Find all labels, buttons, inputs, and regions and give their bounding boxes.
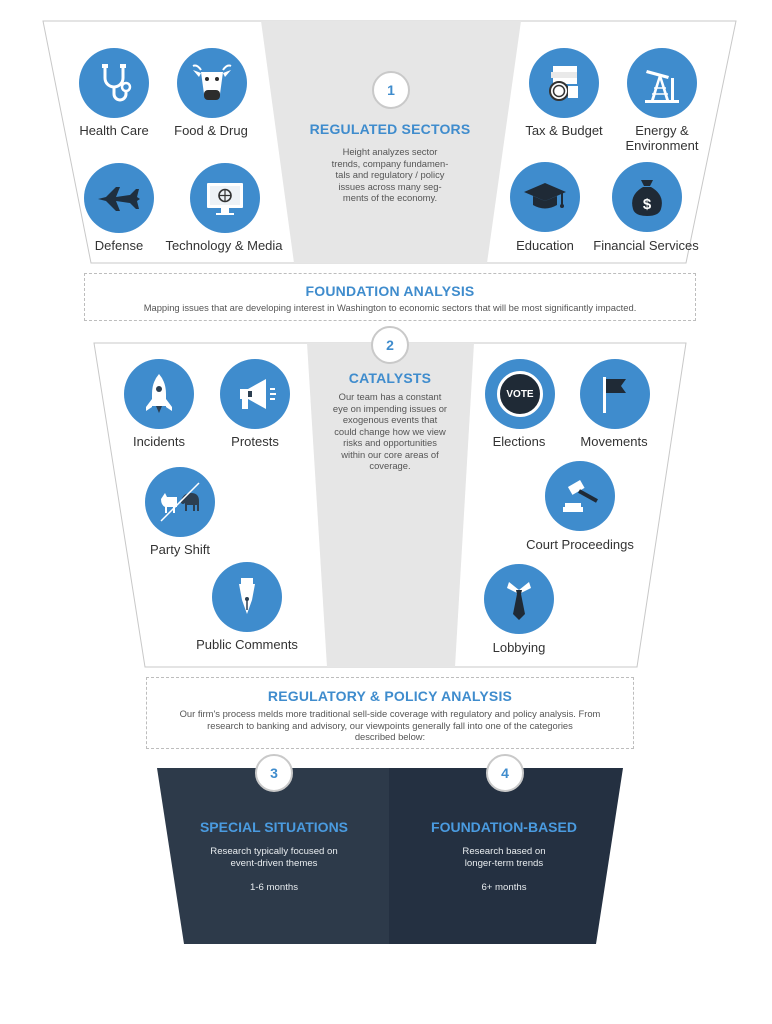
catalyst-label-incidents: Incidents [132, 434, 186, 449]
foundation-analysis-title: FOUNDATION ANALYSIS [305, 283, 475, 299]
foundation-based-title: FOUNDATION-BASED [431, 819, 577, 835]
energy-line-1: Energy & [635, 123, 689, 138]
gavel-icon [545, 461, 615, 531]
desc-line: longer-term trends [464, 858, 544, 869]
graduation-cap-icon [510, 162, 580, 232]
sector-label-education: Education [516, 238, 574, 253]
special-situations-description: Research typically focused on event-driv… [184, 846, 364, 894]
foundation-based-description: Research based on longer-term trends 6+ … [414, 846, 594, 894]
flag-icon [580, 359, 650, 429]
vote-badge-icon: VOTE [485, 359, 555, 429]
sector-label-tax-budget: Tax & Budget [525, 123, 603, 138]
catalysts-description: Our team has a constant eye on impending… [310, 391, 470, 472]
sector-label-health-care: Health Care [79, 123, 149, 138]
regulatory-policy-title: REGULATORY & POLICY ANALYSIS [267, 688, 513, 704]
cow-icon [177, 48, 247, 118]
catalyst-label-elections: Elections [492, 434, 546, 449]
stethoscope-icon [79, 48, 149, 118]
regulated-sectors-center-band [261, 21, 521, 263]
step-number-1: 1 [372, 71, 410, 109]
regulated-sectors-title: REGULATED SECTORS [309, 121, 471, 137]
step-number-2: 2 [371, 326, 409, 364]
megaphone-icon [220, 359, 290, 429]
desc-line: exogenous events that [342, 414, 438, 425]
foundation-analysis-band: FOUNDATION ANALYSIS Mapping issues that … [84, 273, 696, 321]
desc-line: eye on impending issues or [332, 402, 448, 414]
desc-line: described below: [354, 731, 426, 742]
regulated-sectors-description: Height analyzes sector trends, company f… [300, 146, 480, 204]
sector-label-food-drug: Food & Drug [174, 123, 248, 138]
vote-badge-text: VOTE [506, 388, 534, 400]
sector-label-defense: Defense [94, 238, 144, 253]
vote-badge: VOTE [497, 371, 543, 417]
regulatory-policy-band: REGULATORY & POLICY ANALYSIS Our firm's … [146, 677, 634, 749]
desc-line: tals and regulatory / policy [335, 169, 445, 180]
desc-line: Our firm's process melds more traditiona… [179, 708, 601, 719]
catalyst-label-protests: Protests [231, 434, 279, 449]
fighter-jet-icon [84, 163, 154, 233]
desc-line: research to banking and advisory, our vi… [207, 719, 573, 731]
step-number-4: 4 [486, 754, 524, 792]
desc-line: ments of the economy. [342, 192, 438, 203]
donkey-elephant-icon [145, 467, 215, 537]
step-number-3: 3 [255, 754, 293, 792]
desc-line: Research typically focused on [210, 846, 338, 857]
energy-line-2: Environment [625, 138, 699, 153]
catalyst-label-movements: Movements [580, 434, 648, 449]
desc-line: Height analyzes sector [342, 146, 438, 157]
special-situations-title: SPECIAL SITUATIONS [199, 819, 349, 835]
sector-label-financial-services: Financial Services [593, 238, 699, 253]
desc-line: risks and opportunities [343, 437, 437, 448]
desc-line: within our core areas of [341, 448, 439, 460]
sector-label-technology-media: Technology & Media [165, 238, 283, 253]
fountain-pen-icon [212, 562, 282, 632]
rocket-icon [124, 359, 194, 429]
oil-pump-icon [627, 48, 697, 118]
desc-line: could change how we view [334, 425, 446, 437]
regulatory-policy-description: Our firm's process melds more traditiona… [147, 708, 633, 743]
catalyst-label-lobbying: Lobbying [492, 640, 546, 655]
computer-monitor-icon [190, 163, 260, 233]
foundation-based-panel [389, 768, 623, 944]
desc-line: Research based on [462, 846, 546, 857]
catalyst-label-court-proceedings: Court Proceedings [526, 537, 634, 552]
special-situations-duration: 1-6 months [250, 882, 298, 893]
necktie-icon [484, 564, 554, 634]
catalysts-title: CATALYSTS [348, 370, 432, 386]
special-situations-panel [157, 768, 389, 944]
svg-text:$: $ [643, 196, 652, 213]
foundation-based-duration: 6+ months [481, 882, 527, 893]
catalyst-label-party-shift: Party Shift [150, 542, 210, 557]
catalysts-center-band [307, 343, 474, 667]
desc-line: Our team has a constant [338, 391, 442, 402]
desc-line: event-driven themes [230, 858, 318, 869]
desc-line: coverage. [369, 460, 411, 471]
coins-stack-icon [529, 48, 599, 118]
money-bag-icon: $ [612, 162, 682, 232]
desc-line: issues across many seg- [338, 180, 442, 192]
desc-line: trends, company fundamen- [331, 157, 449, 169]
sector-label-energy-environment: Energy & Environment [587, 123, 737, 153]
catalyst-label-public-comments: Public Comments [196, 637, 298, 652]
foundation-analysis-description: Mapping issues that are developing inter… [143, 302, 637, 313]
